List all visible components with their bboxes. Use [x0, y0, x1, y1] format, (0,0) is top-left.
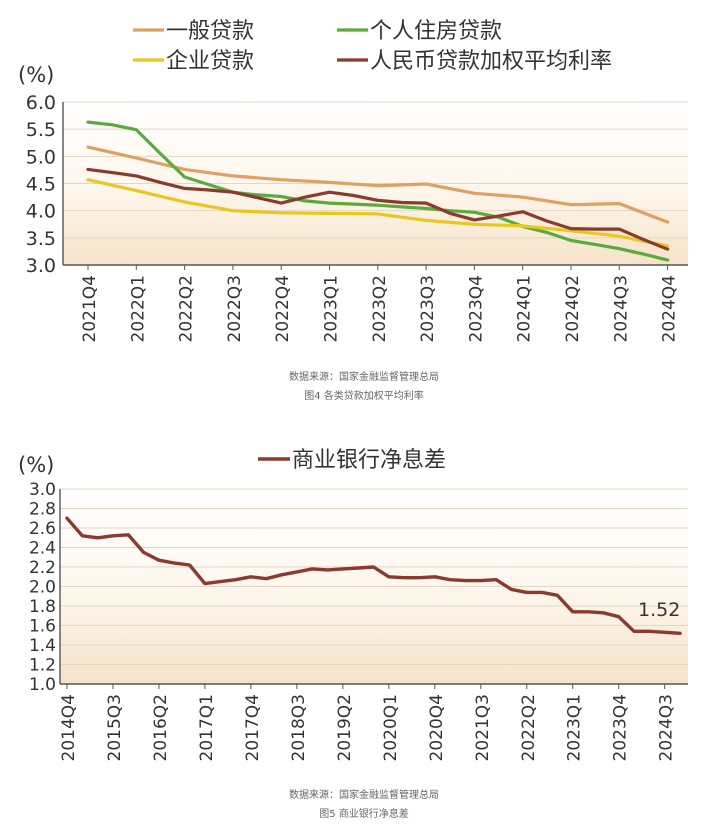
- x-tick-label: 2024Q3: [657, 694, 677, 761]
- series-line: [65, 516, 682, 636]
- series-line: [86, 167, 670, 251]
- y-tick-label: 1.8: [29, 597, 56, 617]
- y-tick-label: 1.0: [29, 675, 56, 695]
- y-tick-label: 5.0: [26, 146, 56, 168]
- y-tick-label: 2.0: [29, 578, 56, 598]
- y-tick-label: 2.4: [29, 539, 56, 559]
- y-tick-label: 1.4: [29, 636, 56, 656]
- figure5-caption: 图5 商业银行净息差: [319, 809, 409, 820]
- x-tick-label: 2022Q3: [225, 275, 245, 342]
- x-tick-label: 2022Q2: [519, 694, 539, 761]
- series-line: [86, 120, 670, 262]
- x-tick-label: 2017Q1: [197, 694, 217, 761]
- y-tick-label: 5.5: [26, 119, 56, 141]
- figure5-source: 数据来源：国家金融监督管理总局: [289, 790, 439, 801]
- y-tick-label: 3.0: [29, 480, 56, 500]
- y-unit-label: (%): [18, 63, 54, 87]
- x-tick-label: 2021Q4: [80, 275, 100, 342]
- x-tick-label: 2021Q3: [473, 694, 493, 761]
- x-tick-label: 2020Q4: [427, 694, 447, 761]
- y-tick-label: 2.8: [29, 500, 56, 520]
- x-tick-label: 2019Q2: [335, 694, 355, 761]
- x-tick-label: 2023Q3: [418, 275, 438, 342]
- series-line: [86, 145, 670, 224]
- x-tick-label: 2014Q4: [59, 694, 79, 761]
- y-tick-label: 6.0: [26, 92, 56, 114]
- y-tick-label: 4.0: [26, 201, 56, 223]
- last-value-annotation: 1.52: [638, 599, 680, 621]
- y-tick-label: 3.5: [26, 228, 56, 250]
- x-tick-label: 2023Q4: [466, 275, 486, 342]
- x-tick-label: 2024Q2: [563, 275, 583, 342]
- series-line: [86, 178, 670, 248]
- x-tick-label: 2024Q1: [515, 275, 535, 342]
- x-tick-label: 2017Q4: [243, 694, 263, 761]
- x-tick-label: 2022Q1: [128, 275, 148, 342]
- y-unit-label: (%): [18, 453, 54, 477]
- x-tick-label: 2015Q3: [105, 694, 125, 761]
- x-tick-label: 2016Q2: [151, 694, 171, 761]
- y-tick-label: 3.0: [26, 255, 56, 277]
- x-tick-label: 2023Q1: [565, 694, 585, 761]
- y-tick-label: 4.5: [26, 174, 56, 196]
- y-tick-label: 1.2: [29, 656, 56, 676]
- x-tick-label: 2023Q2: [370, 275, 390, 342]
- y-tick-label: 1.6: [29, 617, 56, 637]
- x-tick-label: 2022Q4: [273, 275, 293, 342]
- x-tick-label: 2024Q3: [611, 275, 631, 342]
- x-tick-label: 2024Q4: [660, 275, 680, 342]
- x-tick-label: 2023Q4: [611, 694, 631, 761]
- x-tick-label: 2023Q1: [322, 275, 342, 342]
- legend-label: 企业贷款: [166, 49, 254, 74]
- legend-label: 人民币贷款加权平均利率: [370, 49, 612, 74]
- legend-label: 商业银行净息差: [292, 448, 446, 473]
- legend-label: 一般贷款: [166, 19, 254, 44]
- net-interest-margin-chart: 1.01.21.41.61.82.02.22.42.62.83.0 (%) 2014…: [18, 448, 688, 761]
- figure4-source: 数据来源：国家金融监督管理总局: [289, 372, 439, 383]
- x-tick-label: 2022Q2: [177, 275, 197, 342]
- y-tick-label: 2.2: [29, 558, 56, 578]
- legend-label: 个人住房贷款: [370, 19, 502, 44]
- x-tick-label: 2020Q1: [381, 694, 401, 761]
- x-tick-label: 2018Q3: [289, 694, 309, 761]
- weighted-loan-rate-chart: 3.0 3.5 4.0 4.5 5.0 5.5 6.0 (%) 2021Q4 2022Q1 2022…: [18, 19, 688, 342]
- figure4-caption: 图4 各类贷款加权平均利率: [304, 391, 424, 402]
- y-tick-label: 2.6: [29, 519, 56, 539]
